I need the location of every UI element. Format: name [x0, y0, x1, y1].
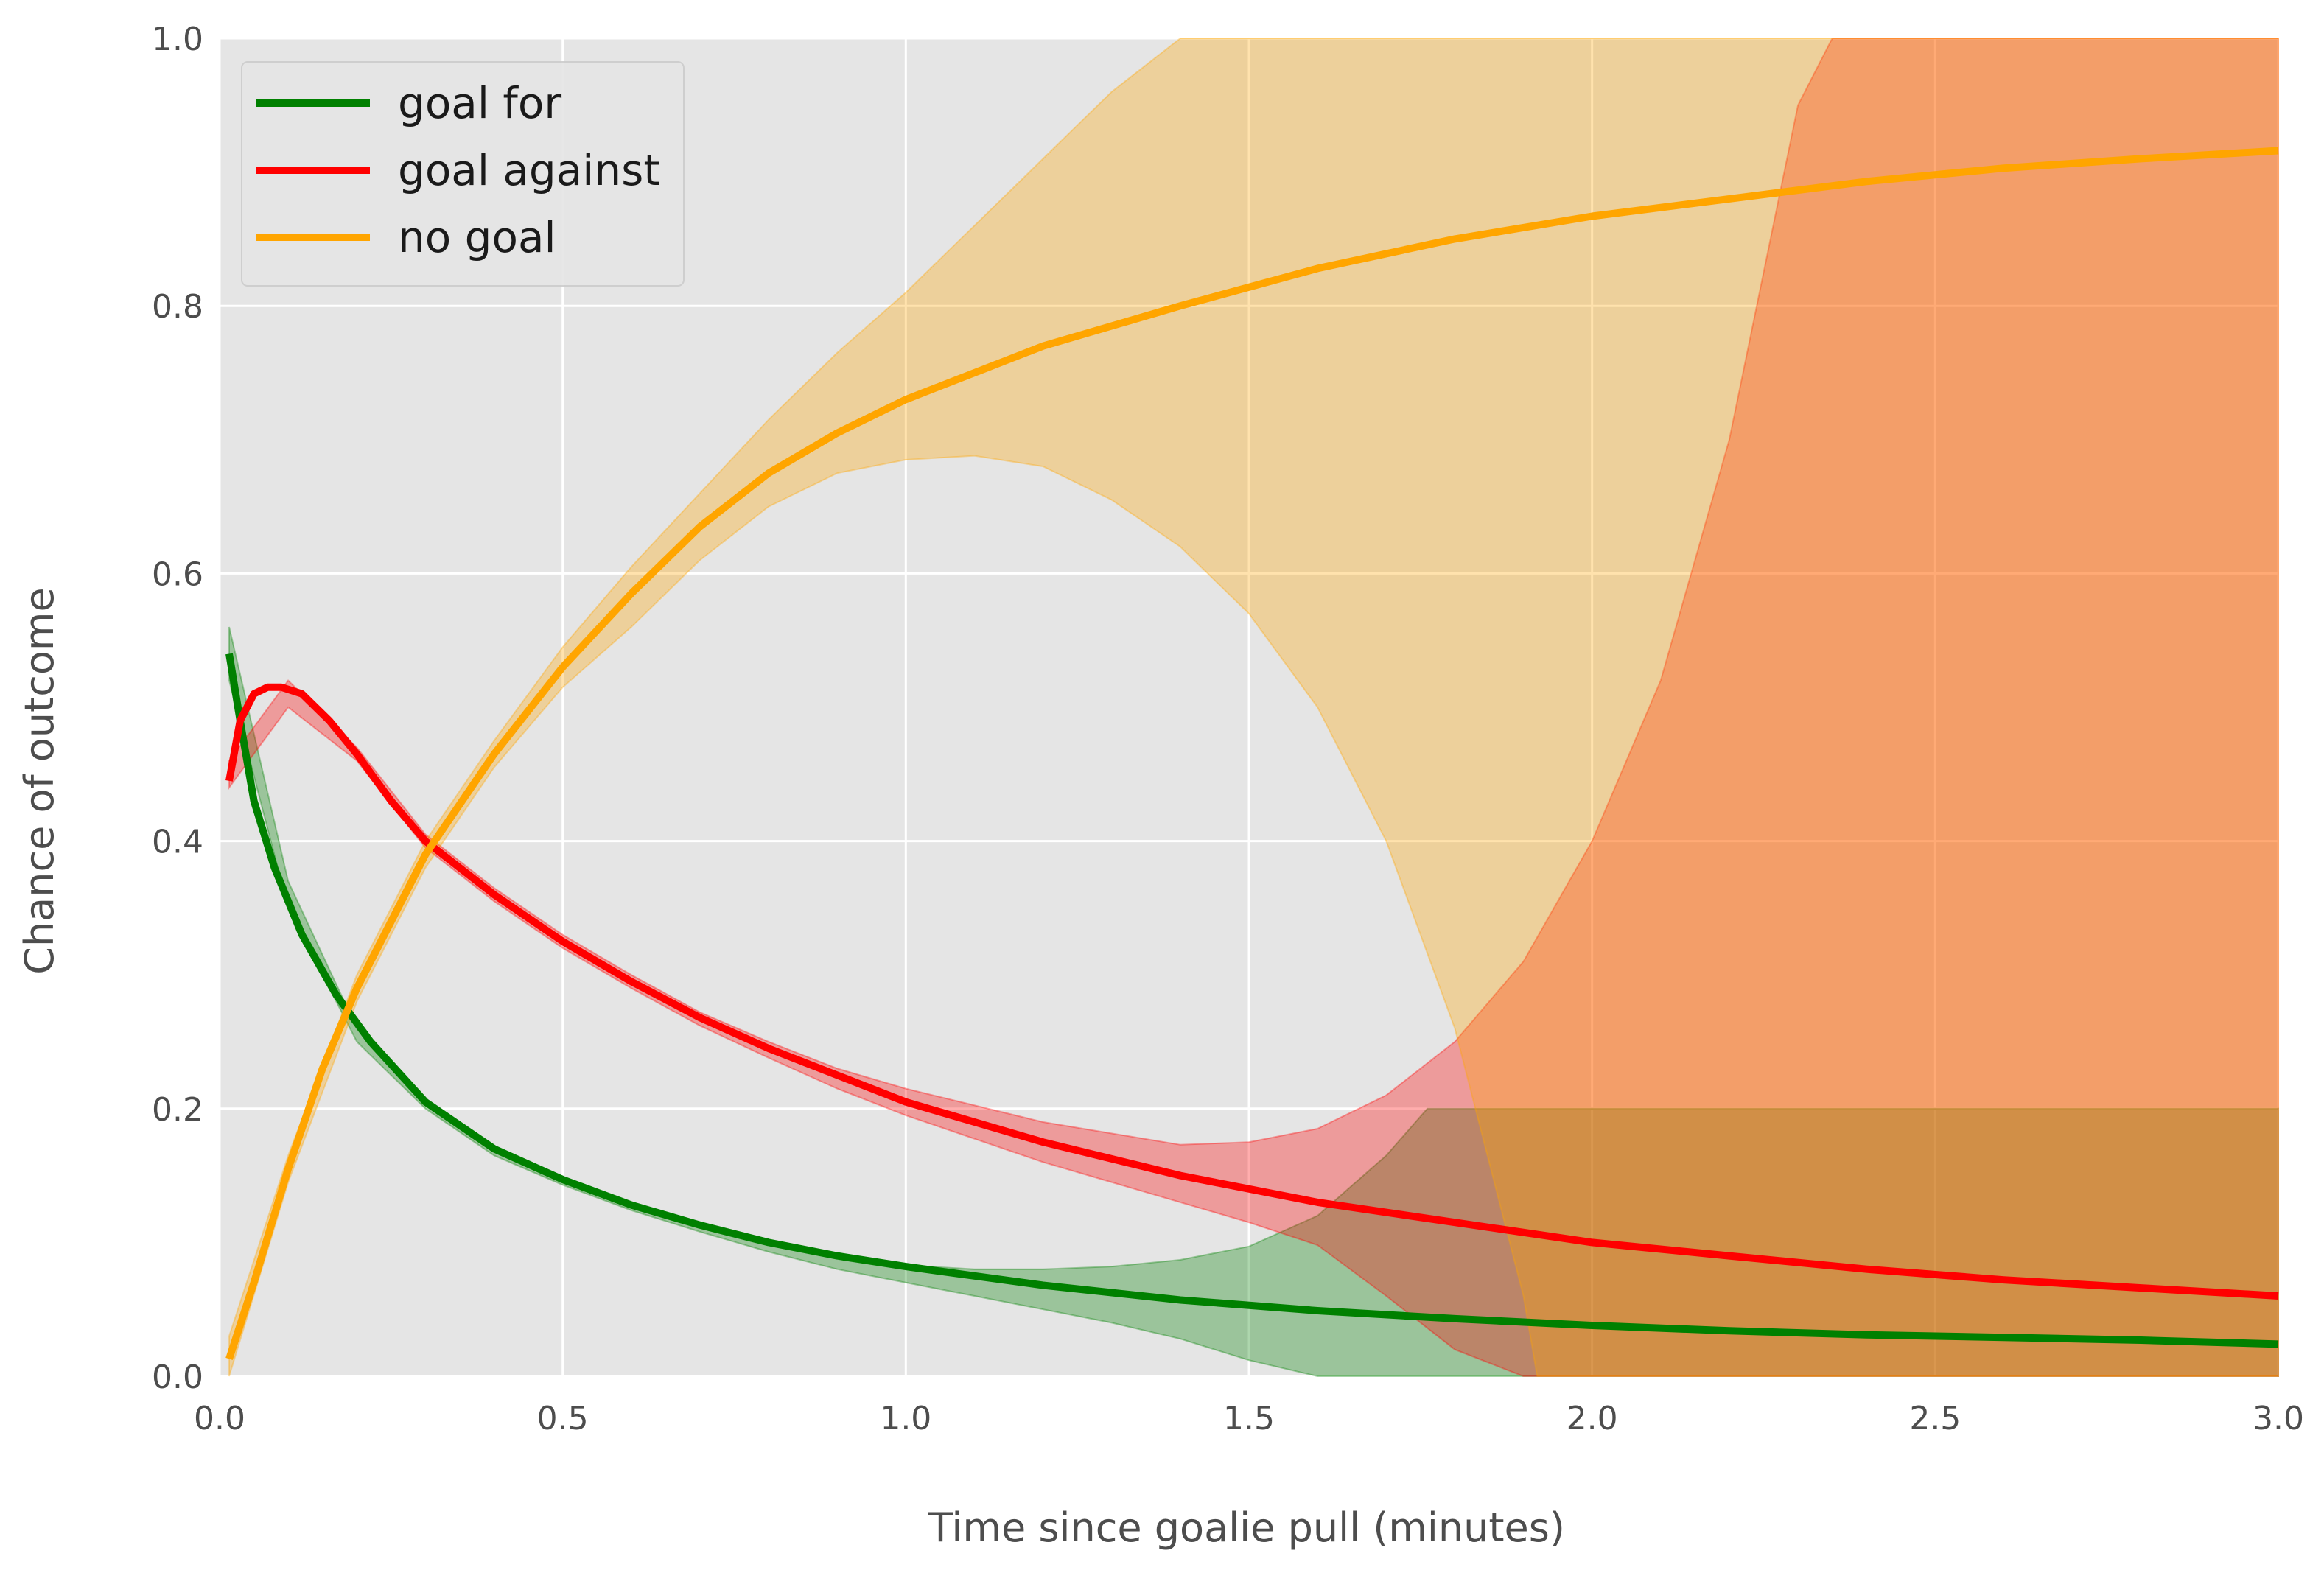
tick-labels: 0.0 0.5 1.0 1.5 2.0 2.5 3.0 0.0 0.2 0.4 0.6 0.8 1.0 — [152, 21, 2304, 1437]
y-tick-label: 0.4 — [152, 824, 203, 861]
y-tick-label: 0.8 — [152, 288, 203, 326]
grid — [218, 37, 2280, 1378]
x-tick-label: 0.0 — [194, 1400, 245, 1437]
legend: goal for goal against no goal — [241, 61, 685, 287]
x-axis-label: Time since goalie pull (minutes) — [928, 1504, 1565, 1551]
legend-label-goal-for: goal for — [398, 78, 561, 128]
legend-label-goal-against: goal against — [398, 145, 660, 195]
line-no-goal — [225, 147, 2279, 1360]
band-no-goal — [228, 38, 2279, 1377]
x-tick-label: 3.0 — [2253, 1400, 2304, 1437]
series-lines — [225, 147, 2279, 1360]
legend-label-no-goal: no goal — [398, 212, 556, 262]
legend-box — [241, 61, 685, 287]
x-tick-label: 2.5 — [1909, 1400, 1961, 1437]
x-tick-label: 1.0 — [880, 1400, 931, 1437]
band-goal-against — [228, 38, 2279, 1377]
x-tick-label: 2.0 — [1567, 1400, 1618, 1437]
y-tick-label: 1.0 — [152, 21, 203, 58]
line-goal-for — [225, 653, 2279, 1348]
y-axis-label: Chance of outcome — [16, 587, 63, 975]
x-tick-label: 0.5 — [537, 1400, 589, 1437]
y-tick-label: 0.6 — [152, 556, 203, 593]
line-goal-against — [225, 683, 2279, 1300]
y-tick-label: 0.2 — [152, 1091, 203, 1129]
x-tick-label: 1.5 — [1223, 1400, 1275, 1437]
y-tick-label: 0.0 — [152, 1359, 203, 1396]
